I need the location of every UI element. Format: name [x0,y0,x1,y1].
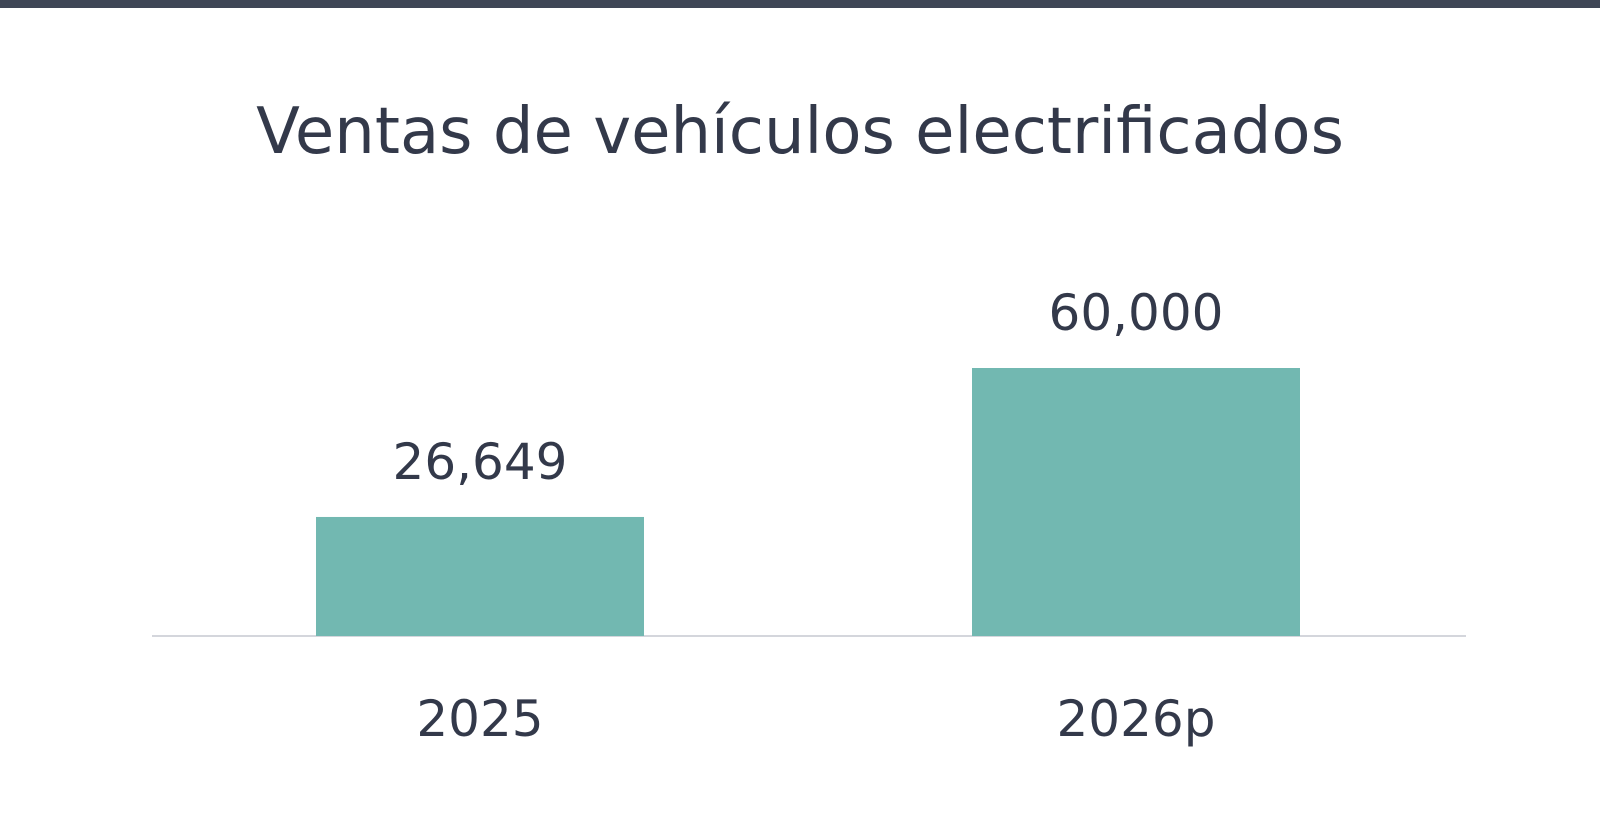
labels-group: 26,649 2025 60,000 2026p [393,284,1224,748]
value-label-2026p: 60,000 [1049,284,1224,342]
x-tick-label-2026p: 2026p [1057,690,1216,748]
bars-group [316,368,1300,636]
bar-2025 [316,516,644,636]
x-tick-label-2025: 2025 [416,690,543,748]
bar-2026p [972,368,1300,636]
value-label-2025: 26,649 [393,433,568,491]
chart-title: Ventas de vehículos electrificados [256,95,1344,169]
top-rule [0,0,1600,8]
